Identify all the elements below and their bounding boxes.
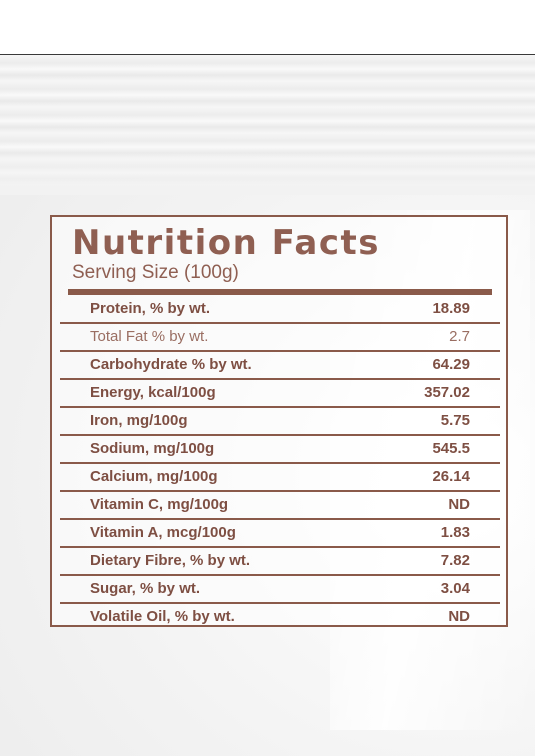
nutrient-label: Sodium, mg/100g [90,440,215,457]
nutrient-label: Dietary Fibre, % by wt. [90,552,251,569]
package-seal-fade [0,150,535,195]
nutrient-row: Sodium, mg/100g 545.5 [60,436,500,464]
serving-size: Serving Size (100g) [72,262,239,283]
nutrient-value: 64.29 [432,356,470,373]
nutrient-row: Calcium, mg/100g 26.14 [60,464,500,492]
nutrient-value: 1.83 [440,524,470,541]
nutrient-row: Sugar, % by wt. 3.04 [60,576,500,604]
nutrient-value: 26.14 [432,468,470,485]
nutrient-row: Iron, mg/100g 5.75 [60,408,500,436]
nutrient-value: 3.04 [440,580,470,597]
nutrient-value: ND [448,608,470,625]
nutrient-label: Protein, % by wt. [90,300,211,317]
nutrient-label: Volatile Oil, % by wt. [90,608,235,625]
nutrient-label: Vitamin C, mg/100g [90,496,229,513]
nutrient-row: Vitamin A, mcg/100g 1.83 [60,520,500,548]
nutrient-value: 545.5 [432,440,470,457]
nutrient-table: Protein, % by wt. 18.89 Total Fat % by w… [60,296,500,630]
nutrient-row: Vitamin C, mg/100g ND [60,492,500,520]
nutrient-label: Iron, mg/100g [90,412,188,429]
background-top [0,0,535,55]
nutrient-value: 5.75 [440,412,470,429]
nutrient-row: Carbohydrate % by wt. 64.29 [60,352,500,380]
nutrient-row: Energy, kcal/100g 357.02 [60,380,500,408]
nutrient-label: Energy, kcal/100g [90,384,216,401]
nutrient-label: Calcium, mg/100g [90,468,218,485]
nutrient-value: ND [448,496,470,513]
nutrition-facts-title: Nutrition Facts [72,223,380,263]
thick-divider [68,289,492,295]
nutrient-row: Dietary Fibre, % by wt. 7.82 [60,548,500,576]
nutrient-value: 2.7 [449,328,470,345]
nutrient-label: Total Fat % by wt. [90,328,209,345]
nutrient-row: Volatile Oil, % by wt. ND [60,604,500,630]
nutrient-value: 7.82 [440,552,470,569]
nutrient-row: Protein, % by wt. 18.89 [60,296,500,324]
nutrient-value: 357.02 [424,384,470,401]
nutrient-label: Vitamin A, mcg/100g [90,524,236,541]
nutrient-label: Carbohydrate % by wt. [90,356,252,373]
nutrient-label: Sugar, % by wt. [90,580,201,597]
nutrient-value: 18.89 [432,300,470,317]
package-top-edge [0,54,535,55]
nutrient-row: Total Fat % by wt. 2.7 [60,324,500,352]
nutrition-facts-panel: Nutrition Facts Serving Size (100g) Prot… [50,215,508,627]
